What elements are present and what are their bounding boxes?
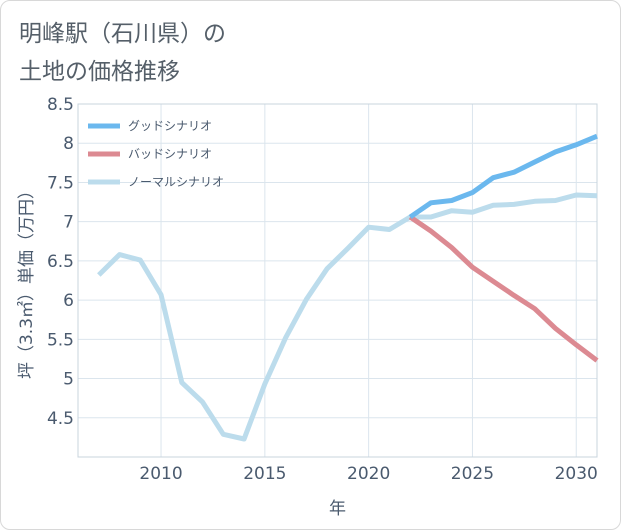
chart-title: 明峰駅（石川県）の 土地の価格推移 [19,15,226,91]
x-tick-label: 2025 [451,464,494,484]
y-tick-label: 7.5 [47,173,74,193]
chart-title-line1: 明峰駅（石川県）の [19,21,226,47]
y-tick-label: 8 [63,134,74,154]
axis-ticks: 4.5 5 5.5 6 6.5 7 7.5 8 8.5 2010 2015 2020 2025 2030 [47,95,598,484]
series-line-1 [408,214,599,363]
chart-title-line2: 土地の価格推移 [19,59,180,85]
x-tick-label: 2020 [347,464,390,484]
y-tick-label: 5 [63,370,74,390]
x-tick-label: 2010 [139,464,182,484]
series-line-0 [408,133,598,220]
legend-label-1: バッドシナリオ [128,147,212,161]
y-tick-label: 4.5 [47,409,74,429]
legend-label-2: ノーマルシナリオ [128,175,224,189]
x-axis-title: 年 [329,499,346,519]
series-layer [97,133,599,442]
legend-label-0: グッドシナリオ [128,119,212,133]
y-axis-title: 坪（3.3㎡）単価（万円） [17,182,37,379]
x-tick-label: 2015 [243,464,286,484]
series-line-2 [97,192,598,442]
y-tick-label: 6.5 [47,252,74,272]
plot-area [77,103,598,458]
y-tick-label: 8.5 [47,95,74,115]
y-tick-label: 5.5 [47,330,74,350]
y-tick-label: 6 [63,291,74,311]
x-tick-label: 2030 [555,464,598,484]
y-tick-label: 7 [63,213,74,233]
